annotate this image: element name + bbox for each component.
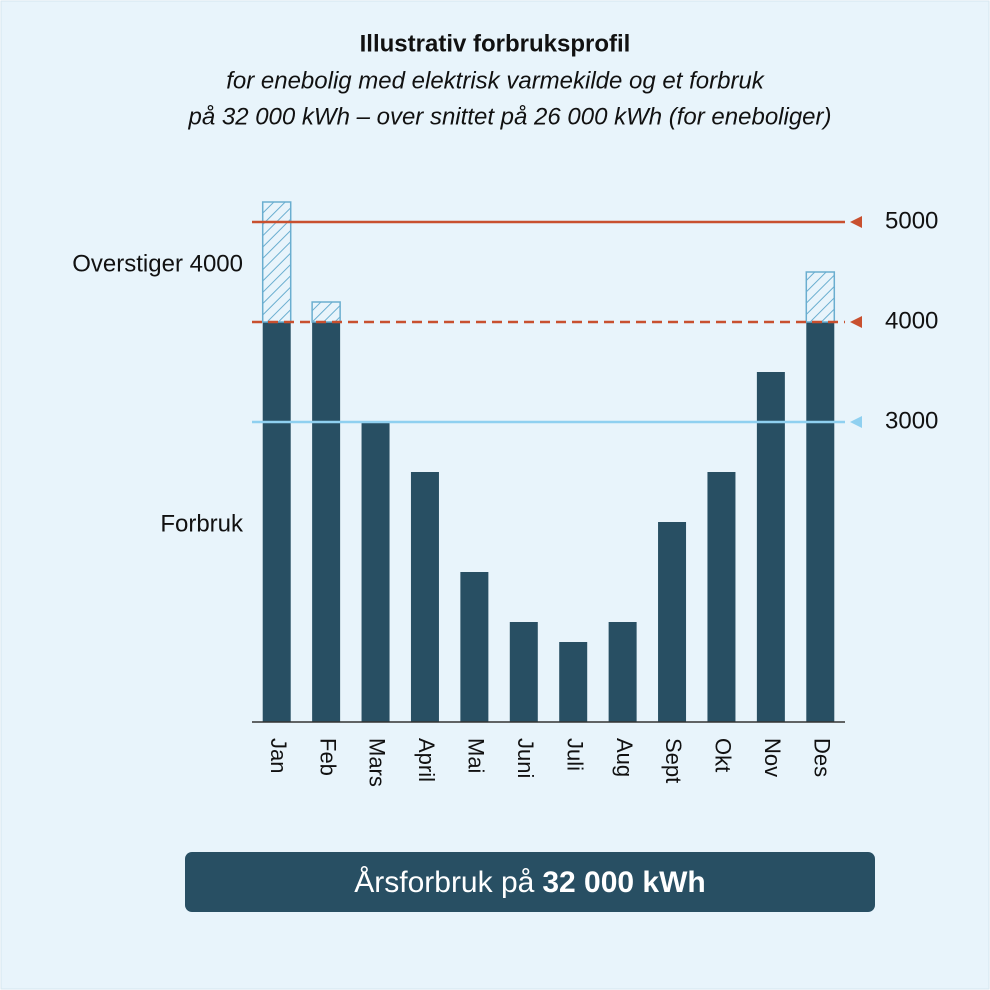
y-tick-label: 3000 <box>885 407 938 434</box>
x-tick-label: Mars <box>365 738 390 787</box>
x-tick-label: Mai <box>464 738 489 773</box>
x-tick-label: Des <box>809 738 834 777</box>
bar <box>608 622 637 722</box>
bar <box>312 322 341 722</box>
x-tick-label: Juni <box>513 738 538 778</box>
footer-box <box>185 852 875 912</box>
bar <box>410 472 439 722</box>
chart-title: Illustrativ forbruksprofil <box>360 30 631 57</box>
bar <box>509 622 538 722</box>
bar <box>262 322 291 722</box>
bar <box>658 522 687 722</box>
x-tick-label: Nov <box>760 738 785 777</box>
y-tick-label: 5000 <box>885 207 938 234</box>
bar <box>756 372 785 722</box>
bar <box>707 472 736 722</box>
series-label: Forbruk <box>160 510 244 537</box>
x-tick-label: Feb <box>315 738 340 776</box>
y-tick-label: 4000 <box>885 307 938 334</box>
x-tick-label: April <box>414 738 439 782</box>
reference-marker <box>850 216 862 228</box>
chart-subtitle: på 32 000 kWh – over snittet på 26 000 k… <box>187 103 831 130</box>
excess-bar <box>311 301 341 323</box>
x-tick-label: Aug <box>612 738 637 777</box>
chart-subtitle: for enebolig med elektrisk varmekilde og… <box>226 67 766 94</box>
reference-marker <box>850 316 862 328</box>
x-tick-label: Sept <box>661 738 686 783</box>
footer-text: Årsforbruk på <box>354 866 534 899</box>
reference-marker <box>850 416 862 428</box>
footer: Årsforbruk på 32 000 kWh <box>354 866 706 899</box>
excess-bar <box>805 271 836 323</box>
bar <box>559 642 588 722</box>
bar <box>361 422 390 722</box>
footer-bold: 32 000 kWh <box>542 866 705 899</box>
excess-bar <box>261 201 292 323</box>
series-label: Overstiger 4000 <box>72 250 243 277</box>
x-tick-label: Juli <box>562 738 587 771</box>
bar <box>460 572 489 722</box>
bar <box>806 322 835 722</box>
x-tick-label: Okt <box>711 738 736 772</box>
x-tick-label: Jan <box>266 738 291 773</box>
